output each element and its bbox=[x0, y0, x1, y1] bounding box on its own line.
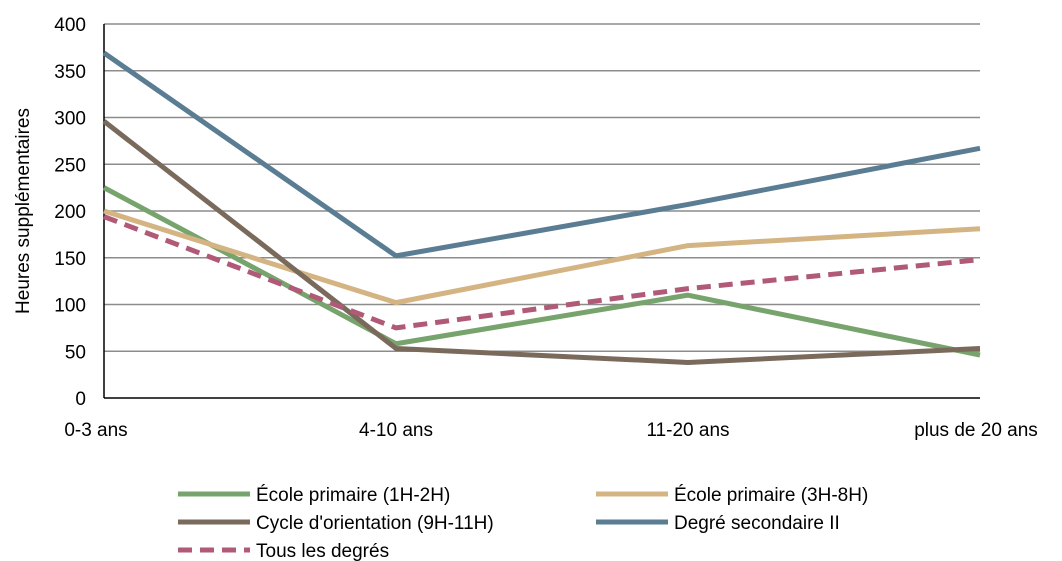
y-tick-labels: 0 50 100 150 200 250 300 350 400 bbox=[54, 15, 86, 410]
series-line-1 bbox=[102, 185, 981, 358]
y-tick-label: 300 bbox=[54, 109, 86, 130]
x-tick-label: 0-3 ans bbox=[64, 420, 127, 441]
x-tick-label: 4-10 ans bbox=[359, 420, 433, 441]
x-tick-label: plus de 20 ans bbox=[914, 420, 1038, 441]
y-tick-label: 400 bbox=[54, 15, 86, 36]
legend-label: Cycle d'orientation (9H-11H) bbox=[256, 513, 494, 534]
y-tick-label: 250 bbox=[54, 155, 86, 176]
legend-label: Tous les degrés bbox=[256, 541, 389, 561]
x-tick-label: 11-20 ans bbox=[646, 420, 729, 441]
legend-label: École primaire (3H-8H) bbox=[674, 485, 868, 506]
y-tick-label: 0 bbox=[75, 389, 86, 410]
y-tick-label: 100 bbox=[54, 296, 86, 317]
legend-label: École primaire (1H-2H) bbox=[256, 485, 450, 506]
y-tick-label: 50 bbox=[65, 342, 86, 363]
series-line-5 bbox=[103, 214, 981, 331]
y-tick-label: 200 bbox=[54, 202, 86, 223]
x-tick-labels: 0-3 ans 4-10 ans 11-20 ans plus de 20 ans bbox=[64, 420, 1037, 441]
series-lines bbox=[102, 50, 981, 365]
gridlines bbox=[104, 23, 980, 352]
legend: École primaire (1H-2H) École primaire (3H… bbox=[178, 485, 868, 561]
legend-label: Degré secondaire II bbox=[674, 513, 840, 534]
series-line-2 bbox=[103, 208, 981, 306]
y-tick-label: 150 bbox=[54, 249, 86, 270]
series-line-3 bbox=[102, 119, 981, 365]
y-axis-title: Heures supplémentaires bbox=[13, 108, 34, 314]
series-line-4 bbox=[102, 50, 981, 259]
y-tick-label: 350 bbox=[54, 62, 86, 83]
